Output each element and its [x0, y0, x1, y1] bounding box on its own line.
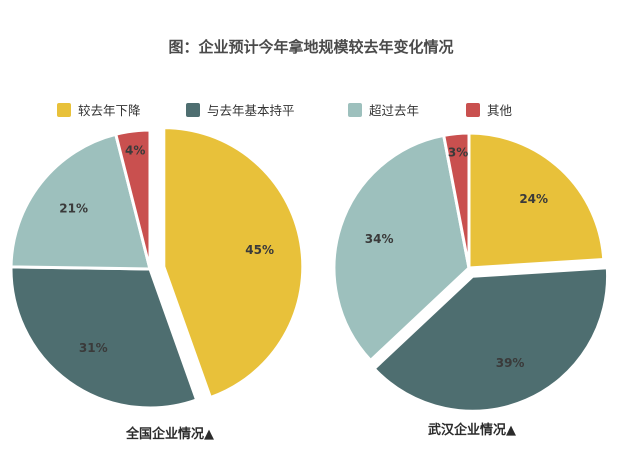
- legend-swatch-flat: [186, 103, 200, 117]
- pie-slice-wuhan-other: [441, 131, 471, 269]
- pie-caption-national: 全国企业情况▲: [125, 426, 214, 442]
- pie-label-wuhan-other: 3%: [448, 145, 468, 159]
- pie-slice-national-other: [113, 128, 152, 270]
- legend-swatch-decrease: [57, 103, 71, 117]
- legend-label-other: 其他: [487, 103, 513, 118]
- legend-label-flat: 与去年基本持平: [207, 103, 295, 118]
- pie-label-national-other: 4%: [125, 143, 145, 157]
- pie-slice-national-exceed: [9, 132, 152, 271]
- legend-swatch-other: [466, 103, 480, 117]
- pie-label-national-exceed: 21%: [59, 202, 88, 216]
- pie-slice-wuhan-decrease: [467, 131, 606, 270]
- pie-chart-national: 45% 31% 21% 4%: [9, 126, 305, 410]
- pie-slice-wuhan-exceed: [332, 133, 471, 363]
- legend-swatch-exceed: [348, 103, 362, 117]
- pie-label-national-flat: 31%: [79, 341, 108, 355]
- legend-label-exceed: 超过去年: [369, 103, 419, 118]
- pie-slice-national-decrease: [162, 126, 305, 400]
- pie-chart-wuhan: 24% 39% 34% 3%: [332, 131, 610, 413]
- pie-caption-wuhan: 武汉企业情况▲: [428, 422, 516, 438]
- pie-label-national-decrease: 45%: [245, 243, 274, 257]
- legend-label-decrease: 较去年下降: [78, 103, 141, 118]
- chart-title: 图：企业预计今年拿地规模较去年变化情况: [168, 38, 453, 56]
- pie-label-wuhan-exceed: 34%: [365, 232, 394, 246]
- pie-slice-wuhan-flat: [372, 266, 610, 413]
- pie-label-wuhan-flat: 39%: [496, 356, 525, 370]
- pie-label-wuhan-decrease: 24%: [519, 192, 548, 206]
- pie-slice-national-flat: [9, 265, 199, 410]
- legend: 较去年下降 与去年基本持平 超过去年 其他: [57, 103, 513, 118]
